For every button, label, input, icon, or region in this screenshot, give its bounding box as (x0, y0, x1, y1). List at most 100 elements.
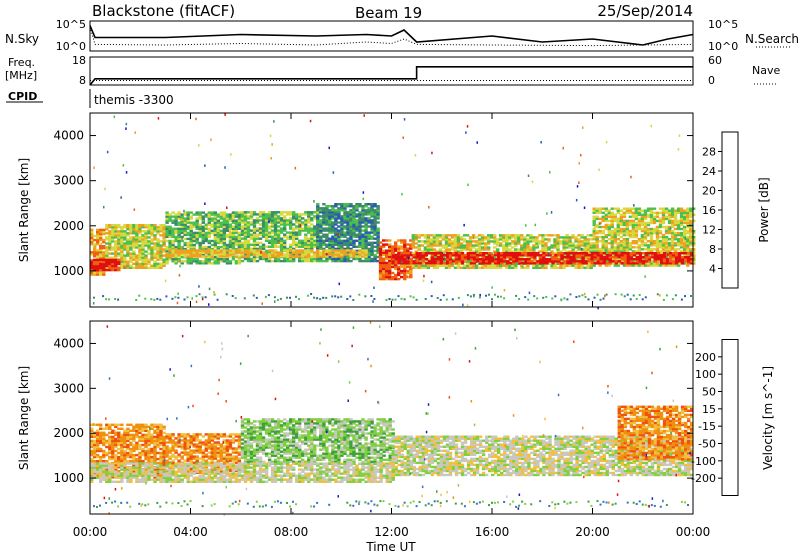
velocity-cell-71 (99, 456, 102, 458)
power-cell-3119 (614, 208, 617, 210)
power-noise-4692 (604, 295, 606, 298)
power-noise-4743 (584, 207, 586, 210)
power-core-3940 (494, 252, 497, 254)
power-cell-1131 (265, 234, 268, 236)
power-cell-1816 (358, 240, 361, 242)
power-noise-4693 (274, 300, 276, 303)
power-core-3748 (108, 261, 111, 263)
power-core-4169 (633, 252, 636, 254)
power-cell-3071 (608, 210, 611, 212)
power-cell-2473 (481, 234, 484, 236)
power-cell-339 (144, 257, 147, 259)
power-cell-692 (199, 211, 202, 213)
power-cell-2416 (469, 242, 472, 244)
power-core-3795 (407, 260, 410, 262)
power-ground-4571 (494, 294, 496, 296)
power-cell-103 (105, 236, 108, 238)
power-noise-4671 (479, 294, 481, 297)
power-ground-4493 (117, 299, 119, 301)
power-ground-4590 (578, 295, 580, 297)
velocity-cell-113 (105, 446, 108, 448)
power-cell-31 (93, 243, 96, 245)
power-core-4278 (177, 249, 180, 251)
power-noise-4716 (337, 233, 339, 236)
power-cell-3500 (665, 216, 668, 218)
power-cell-2989 (599, 264, 602, 266)
power-cell-2008 (382, 239, 385, 241)
power-cell-2241 (430, 238, 433, 240)
power-cell-1264 (283, 215, 286, 217)
power-cell-654 (193, 213, 196, 215)
power-core-4306 (202, 255, 205, 257)
power-cell-450 (162, 236, 165, 238)
power-cell-1245 (283, 260, 286, 262)
power-cell-3157 (620, 236, 623, 238)
power-cell-1794 (355, 246, 358, 248)
power-cell-3379 (650, 244, 653, 246)
power-noise-4729 (125, 127, 127, 129)
power-cell-1867 (364, 234, 367, 236)
power-noise-4705 (224, 113, 226, 116)
power-cell-681 (199, 242, 202, 244)
power-cell-542 (177, 246, 180, 248)
power-noise-4630 (403, 137, 405, 140)
power-core-3760 (114, 261, 117, 263)
power-core-3999 (530, 260, 533, 262)
power-cell-2455 (478, 242, 481, 244)
power-core-3761 (114, 259, 117, 261)
power-cell-2979 (596, 236, 599, 238)
power-cell-570 (181, 226, 184, 228)
power-ground-4533 (322, 297, 324, 299)
power-cell-1046 (253, 260, 256, 262)
power-cell-1153 (268, 231, 271, 233)
power-cell-114 (108, 252, 111, 254)
power-cell-3476 (662, 218, 665, 220)
power-cell-1134 (265, 227, 268, 229)
power-cell-1748 (349, 240, 352, 242)
power-core-3935 (491, 254, 494, 256)
power-cell-3510 (668, 244, 671, 246)
power-cell-760 (211, 244, 214, 246)
power-cell-1802 (355, 221, 358, 223)
power-cell-3664 (686, 218, 689, 220)
power-core-4270 (171, 249, 174, 251)
power-cell-3211 (626, 224, 629, 226)
power-cell-3511 (668, 242, 671, 244)
power-cell-1803 (355, 219, 358, 221)
power-cell-331 (141, 230, 144, 232)
power-core-4133 (612, 252, 615, 254)
power-core-4263 (165, 253, 168, 255)
power-cell-1822 (358, 227, 361, 229)
power-cell-1347 (298, 234, 301, 236)
power-cell-3304 (638, 208, 641, 210)
power-cell-444 (162, 250, 165, 252)
power-core-4180 (639, 252, 642, 254)
power-cell-1436 (313, 260, 316, 262)
power-cell-2010 (385, 276, 388, 278)
power-cell-3586 (677, 232, 680, 234)
power-cell-715 (205, 260, 208, 262)
velocity-cell-100 (102, 432, 105, 434)
power-cell-1207 (277, 260, 280, 262)
power-cell-2472 (481, 236, 484, 238)
power-cell-3159 (620, 230, 623, 232)
power-cell-959 (238, 220, 241, 222)
power-noise-4744 (183, 219, 185, 222)
power-cell-406 (156, 263, 159, 265)
power-cell-3130 (617, 244, 620, 246)
power-cell-2587 (508, 236, 511, 238)
power-cell-2257 (433, 234, 436, 236)
power-cell-1724 (346, 240, 349, 242)
power-cell-3546 (671, 212, 674, 214)
power-cell-765 (211, 224, 214, 226)
power-cell-326 (141, 242, 144, 244)
power-cell-400 (153, 230, 156, 232)
power-cell-1091 (259, 242, 262, 244)
power-cell-2751 (547, 238, 550, 240)
power-cell-3601 (680, 244, 683, 246)
power-core-4410 (298, 249, 301, 251)
power-core-4318 (211, 249, 214, 251)
power-cell-3572 (674, 210, 677, 212)
power-ground-4556 (425, 298, 427, 300)
power-core-4414 (301, 249, 304, 251)
